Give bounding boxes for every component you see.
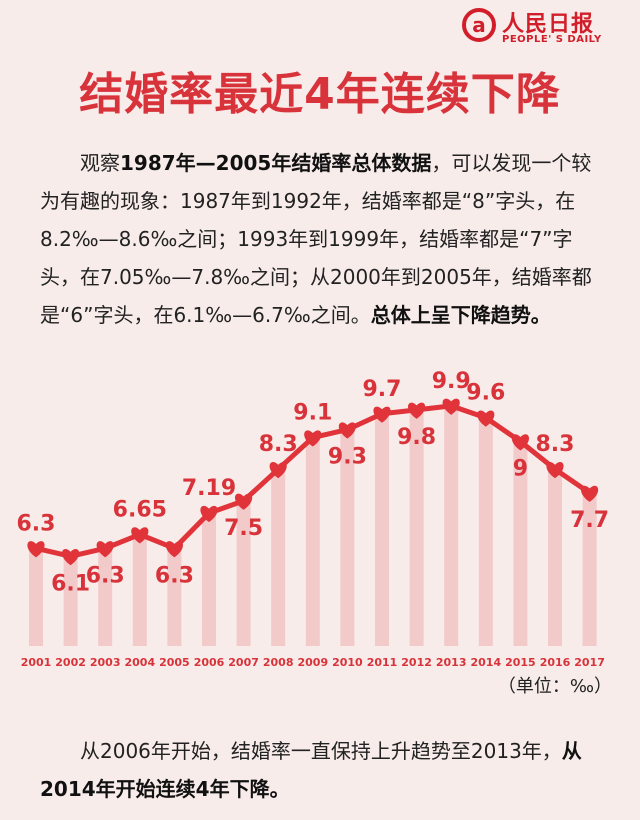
data-label-2012: 9.8 bbox=[397, 425, 436, 450]
outro-bold-1: 从2014年开始连续4年下降。 bbox=[40, 739, 582, 801]
data-label-2007: 7.5 bbox=[224, 516, 263, 541]
data-label-2003: 6.3 bbox=[86, 563, 125, 588]
heart-marker-2011 bbox=[373, 406, 391, 423]
data-label-2009: 9.1 bbox=[293, 401, 332, 426]
heart-marker-2010 bbox=[338, 422, 356, 439]
heart-marker-2001 bbox=[27, 541, 45, 558]
bar-2015 bbox=[513, 441, 528, 646]
intro-paragraph: 观察1987年—2005年结婚率总体数据，可以发现一个较为有趣的现象：1987年… bbox=[40, 144, 606, 334]
x-tick-2010: 2010 bbox=[332, 656, 363, 669]
heart-marker-2014 bbox=[477, 410, 495, 427]
x-tick-2013: 2013 bbox=[436, 656, 467, 669]
data-label-2016: 8.3 bbox=[536, 432, 575, 457]
x-tick-2014: 2014 bbox=[470, 656, 501, 669]
x-tick-2009: 2009 bbox=[297, 656, 328, 669]
x-tick-2001: 2001 bbox=[21, 656, 52, 669]
x-tick-2012: 2012 bbox=[401, 656, 432, 669]
heart-marker-2009 bbox=[304, 430, 322, 447]
data-label-2001: 6.3 bbox=[17, 511, 56, 536]
bar-2012 bbox=[409, 409, 424, 646]
heart-marker-2003 bbox=[96, 541, 114, 558]
x-tick-2004: 2004 bbox=[124, 656, 155, 669]
heart-marker-2002 bbox=[62, 549, 80, 566]
bar-2010 bbox=[340, 429, 355, 646]
bar-2008 bbox=[271, 469, 286, 646]
bar-2013 bbox=[444, 405, 459, 646]
data-label-2017: 7.7 bbox=[570, 508, 609, 533]
heart-marker-2008 bbox=[269, 461, 287, 479]
bar-2001 bbox=[29, 548, 43, 646]
bar-2005 bbox=[167, 548, 182, 646]
x-tick-2005: 2005 bbox=[159, 656, 190, 669]
x-tick-2002: 2002 bbox=[55, 656, 86, 669]
unit-label: （单位：‰） bbox=[497, 676, 612, 697]
heart-marker-2005 bbox=[165, 541, 183, 558]
heart-marker-2004 bbox=[131, 527, 149, 544]
bar-2003 bbox=[98, 548, 113, 646]
bar-2007 bbox=[236, 500, 251, 646]
data-label-2008: 8.3 bbox=[259, 432, 298, 457]
bar-2006 bbox=[202, 513, 216, 646]
outro-text-1: 从2006年开始，结婚率一直保持上升趋势至2013年， bbox=[80, 739, 562, 763]
x-tick-2007: 2007 bbox=[228, 656, 259, 669]
x-tick-2008: 2008 bbox=[263, 656, 294, 669]
people-daily-logo: a 人民日报 PEOPLE' S DAILY bbox=[462, 6, 612, 50]
x-tick-2017: 2017 bbox=[574, 656, 605, 669]
logo-chinese-text: 人民日报 bbox=[502, 12, 595, 37]
heart-marker-2006 bbox=[200, 505, 218, 523]
intro-bold-2: 总体上呈下降趋势。 bbox=[370, 303, 551, 327]
heart-marker-2013 bbox=[442, 398, 460, 415]
marriage-rate-chart: 6.36.16.36.656.37.197.58.39.19.39.79.89.… bbox=[17, 370, 610, 669]
heart-marker-2007 bbox=[235, 493, 253, 510]
bar-2002 bbox=[63, 556, 78, 646]
data-label-2006: 7.19 bbox=[182, 476, 236, 501]
at-symbol-icon: a bbox=[462, 8, 496, 42]
data-label-2013: 9.9 bbox=[432, 370, 471, 394]
data-label-2004: 6.65 bbox=[113, 497, 167, 522]
data-label-2011: 9.7 bbox=[363, 377, 402, 402]
page-title: 结婚率最近4年连续下降 bbox=[79, 69, 561, 120]
outro-paragraph: 从2006年开始，结婚率一直保持上升趋势至2013年，从2014年开始连续4年下… bbox=[40, 732, 606, 808]
x-tick-2011: 2011 bbox=[367, 656, 398, 669]
data-label-2014: 9.6 bbox=[466, 381, 505, 406]
bar-2011 bbox=[375, 413, 389, 646]
data-label-2002: 6.1 bbox=[51, 571, 90, 596]
heart-marker-2017 bbox=[581, 485, 599, 502]
heart-marker-2016 bbox=[546, 461, 564, 479]
bar-2017 bbox=[582, 492, 597, 646]
logo-english-text: PEOPLE' S DAILY bbox=[502, 34, 602, 45]
intro-text-2: ，可以发现一个较为有趣的现象：1987年到1992年，结婚率都是“8”字头，在8… bbox=[40, 151, 592, 327]
intro-text-1: 观察 bbox=[80, 151, 120, 175]
bar-2004 bbox=[132, 534, 147, 646]
bar-2014 bbox=[478, 417, 493, 646]
data-label-2015: 9 bbox=[513, 456, 528, 481]
bar-2016 bbox=[548, 469, 562, 646]
bar-2009 bbox=[305, 437, 320, 646]
heart-marker-2012 bbox=[408, 402, 426, 419]
x-tick-2015: 2015 bbox=[505, 656, 536, 669]
x-tick-2006: 2006 bbox=[194, 656, 225, 669]
intro-bold-1: 1987年—2005年结婚率总体数据 bbox=[120, 151, 432, 175]
x-tick-2016: 2016 bbox=[540, 656, 571, 669]
x-tick-2003: 2003 bbox=[90, 656, 121, 669]
heart-marker-2015 bbox=[511, 434, 529, 451]
data-label-2005: 6.3 bbox=[155, 563, 194, 588]
data-label-2010: 9.3 bbox=[328, 445, 367, 470]
